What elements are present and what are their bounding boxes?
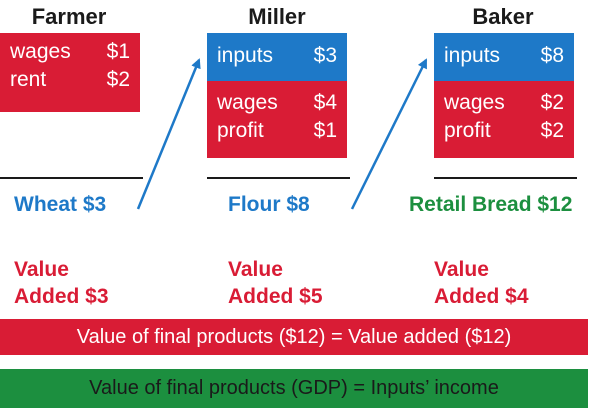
miller-wages-label: wages <box>217 91 278 114</box>
baker-value-added-label: Value <box>434 258 489 281</box>
miller-value-added-amount: Added $5 <box>228 285 323 308</box>
baker-wages-label: wages <box>444 91 505 114</box>
farmer-header: Farmer <box>31 4 107 29</box>
farmer-divider <box>0 177 143 179</box>
miller-profit-row: profit $1 <box>217 119 337 145</box>
miller-value-added-label: Value <box>228 258 283 281</box>
miller-wages-row: wages $4 <box>217 91 337 117</box>
miller-divider <box>207 177 350 179</box>
farmer-rent-row: rent $2 <box>10 68 130 94</box>
miller-inputs-amount: $3 <box>313 44 337 67</box>
baker-profit-amount: $2 <box>540 119 564 142</box>
miller-profit-amount: $1 <box>313 119 337 142</box>
miller-wages-amount: $4 <box>313 91 337 114</box>
baker-inputs-box: inputs $8 <box>434 33 574 81</box>
baker-inputs-row: inputs $8 <box>444 44 564 70</box>
baker-inputs-amount: $8 <box>540 44 564 67</box>
miller-income-box: wages $4 profit $1 <box>207 81 347 158</box>
value-added-banner: Value of final products ($12) = Value ad… <box>0 319 588 355</box>
miller-profit-label: profit <box>217 119 264 142</box>
farmer-value-added: Value Added $3 <box>14 256 109 310</box>
gdp-banner: Value of final products (GDP) = Inputs’ … <box>0 369 588 408</box>
wheat-to-miller-arrow <box>136 58 201 210</box>
farmer-rent-amount: $2 <box>106 68 130 91</box>
miller-inputs-label: inputs <box>217 44 274 67</box>
farmer-product: Wheat $3 <box>14 193 107 216</box>
baker-value-added-amount: Added $4 <box>434 285 529 308</box>
farmer-rent-label: rent <box>10 68 47 91</box>
miller-inputs-box: inputs $3 <box>207 33 347 81</box>
baker-header: Baker <box>472 4 534 29</box>
miller-value-added: Value Added $5 <box>228 256 323 310</box>
miller-product: Flour $8 <box>228 193 310 216</box>
farmer-wages-label: wages <box>10 40 71 63</box>
baker-income-box: wages $2 profit $2 <box>434 81 574 158</box>
flour-to-baker-arrow <box>350 58 428 210</box>
farmer-wages-row: wages $1 <box>10 40 130 66</box>
baker-profit-label: profit <box>444 119 491 142</box>
baker-inputs-label: inputs <box>444 44 501 67</box>
miller-inputs-row: inputs $3 <box>217 44 337 70</box>
baker-wages-row: wages $2 <box>444 91 564 117</box>
farmer-value-added-label: Value <box>14 258 69 281</box>
miller-header: Miller <box>248 4 306 29</box>
farmer-income-box: wages $1 rent $2 <box>0 33 140 112</box>
baker-product: Retail Bread $12 <box>409 193 573 216</box>
farmer-value-added-amount: Added $3 <box>14 285 109 308</box>
farmer-wages-amount: $1 <box>106 40 130 63</box>
baker-value-added: Value Added $4 <box>434 256 529 310</box>
baker-divider <box>434 177 577 179</box>
baker-profit-row: profit $2 <box>444 119 564 145</box>
baker-wages-amount: $2 <box>540 91 564 114</box>
